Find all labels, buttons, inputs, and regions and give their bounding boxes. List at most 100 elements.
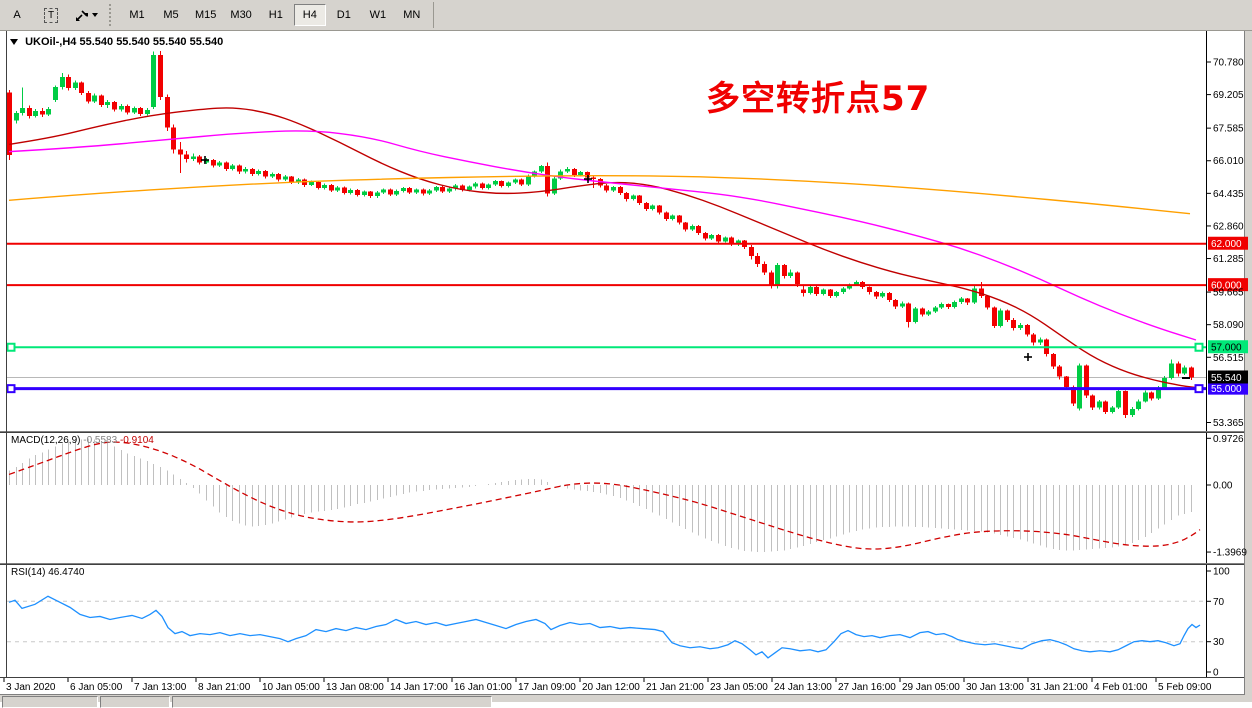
candle-body	[217, 162, 222, 166]
candle-body	[401, 187, 406, 191]
hline-62-000-badge	[1208, 236, 1248, 250]
candle-body	[526, 175, 531, 185]
candle-body	[316, 182, 321, 188]
candle-body	[795, 272, 800, 285]
candle-body	[1136, 401, 1141, 409]
hline-60-000-badge	[1208, 278, 1248, 292]
candle-body	[920, 308, 925, 315]
timeframe-button-m5[interactable]: M5	[163, 9, 179, 21]
candle-body	[499, 181, 504, 186]
candle-body	[769, 272, 774, 287]
timeframe-button-m15[interactable]: M15	[195, 9, 217, 21]
candle-body	[342, 187, 347, 194]
ma-fast-red	[8, 107, 1197, 389]
candle-body	[801, 289, 806, 294]
price-chart-canvas[interactable]: 62.00060.00057.00055.00055.54070.78069.2…	[0, 31, 1252, 702]
toolbar-divider	[432, 2, 434, 28]
candle-body	[690, 225, 695, 230]
candle-body	[20, 108, 25, 113]
candle-body	[270, 173, 275, 177]
candle-body	[125, 106, 130, 113]
candle-body	[421, 189, 426, 194]
candle-body	[814, 286, 819, 294]
candle-body	[1123, 391, 1128, 416]
objects-dropdown-button[interactable]	[69, 4, 104, 26]
hline-57-000-handle[interactable]	[1194, 342, 1204, 352]
candle-body	[355, 189, 360, 196]
time-axis-label: 27 Jan 16:00	[838, 682, 896, 693]
candle-body	[447, 188, 452, 192]
timeframe-button-w1[interactable]: W1	[369, 9, 387, 21]
rsi-axis-label: 0	[1213, 668, 1219, 679]
rsi-name: RSI(14)	[11, 567, 46, 578]
candle-body	[1103, 401, 1108, 412]
candle-body	[460, 185, 465, 190]
timeframe-button-d1[interactable]: D1	[336, 9, 351, 21]
candle-body	[289, 176, 294, 183]
hline-57-000-handle[interactable]	[6, 342, 16, 352]
candle-body	[677, 215, 682, 223]
candle-body	[558, 171, 563, 179]
ohlc-open: 55.540	[79, 36, 114, 48]
macd-signal-value: -0.9104	[119, 435, 154, 446]
text-tool-button[interactable]: T	[35, 4, 67, 26]
candle-body	[414, 189, 419, 193]
timeframe-button-h4[interactable]: H4	[293, 4, 326, 26]
price-axis-label: 70.780	[1213, 58, 1244, 69]
candle-body	[296, 179, 301, 183]
rsi-axis-label: 70	[1213, 597, 1225, 608]
candle-body	[696, 225, 701, 233]
time-axis-label: 4 Feb 01:00	[1094, 682, 1148, 693]
timeframe-button-m30[interactable]: M30	[230, 9, 252, 21]
candle-body	[73, 82, 78, 89]
candle-body	[1169, 363, 1174, 378]
candle-body	[60, 77, 65, 87]
time-axis-label: 7 Jan 13:00	[134, 682, 187, 693]
symbol-dropdown-icon[interactable]	[10, 39, 18, 45]
hline-55-000-handle[interactable]	[6, 384, 16, 394]
candle-body	[237, 165, 242, 172]
chart-window[interactable]: 62.000 60.000 57.000 55.000 55.540 70.780 69.2…	[0, 31, 1252, 708]
timeframe-button-m1[interactable]: M1	[129, 9, 145, 21]
price-axis-label: 67.585	[1213, 124, 1244, 135]
hline-60-000-badge-label: 60.000	[1211, 281, 1242, 292]
price-axis-label: 59.665	[1213, 288, 1244, 299]
candle-body	[664, 212, 669, 219]
toolbar-separator	[109, 4, 116, 26]
candle-body	[867, 287, 872, 292]
candle-body	[329, 184, 334, 191]
candle-body	[565, 168, 570, 172]
candle-body	[821, 289, 826, 294]
candle-body	[644, 202, 649, 209]
time-axis-label: 10 Jan 05:00	[262, 682, 320, 693]
hline-55-000-handle[interactable]	[1194, 384, 1204, 394]
candle-body	[670, 215, 675, 219]
candle-body	[1084, 365, 1089, 396]
candle-body	[611, 187, 616, 191]
candle-body	[985, 295, 990, 308]
macd-axis-label: 0.00	[1213, 481, 1233, 492]
timeframe-button-mn[interactable]: MN	[403, 9, 421, 21]
macd-main-value: -0.5583	[83, 435, 118, 446]
candle-body	[105, 101, 110, 106]
candle-body	[263, 170, 268, 177]
time-axis-label: 30 Jan 13:00	[966, 682, 1024, 693]
timeframe-button-h1[interactable]: H1	[268, 9, 283, 21]
rsi-axis-label: 30	[1213, 637, 1225, 648]
candle-body	[165, 96, 170, 128]
diagonal-arrows-icon	[76, 9, 88, 21]
candle-body	[972, 288, 977, 303]
candle-body	[256, 170, 261, 174]
candle-body	[473, 183, 478, 187]
hline-55-000-badge	[1208, 381, 1248, 395]
candle-body	[138, 108, 143, 114]
candle-body	[1057, 366, 1062, 377]
candle-body	[808, 286, 813, 294]
candle-body	[86, 93, 91, 102]
candle-body	[309, 182, 314, 185]
candle-body	[749, 246, 754, 256]
ohlc-high: 55.540	[116, 36, 150, 48]
candle-body	[1143, 392, 1148, 402]
macd-pane[interactable]	[9, 438, 1192, 553]
font-tool-button[interactable]: A	[13, 9, 21, 21]
